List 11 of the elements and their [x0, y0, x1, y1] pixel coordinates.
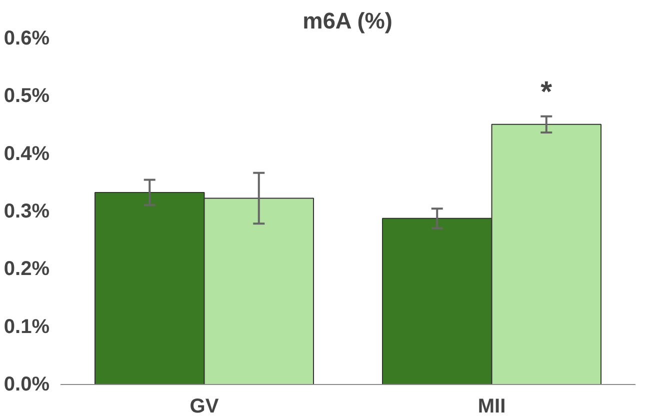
x-tick-label: GV	[190, 396, 220, 418]
y-tick-label: 0.6%	[4, 28, 50, 50]
y-tick-label: 0.0%	[4, 374, 50, 396]
annotation: *	[540, 75, 553, 108]
chart-title: m6A (%)	[302, 8, 392, 34]
y-tick-label: 0.5%	[4, 85, 50, 108]
y-tick-label: 0.2%	[4, 258, 50, 280]
x-tick-label: MII	[478, 396, 506, 418]
y-tick-label: 0.1%	[4, 316, 50, 338]
y-tick-label: 0.3%	[4, 200, 50, 222]
y-tick-label: 0.4%	[4, 142, 50, 165]
